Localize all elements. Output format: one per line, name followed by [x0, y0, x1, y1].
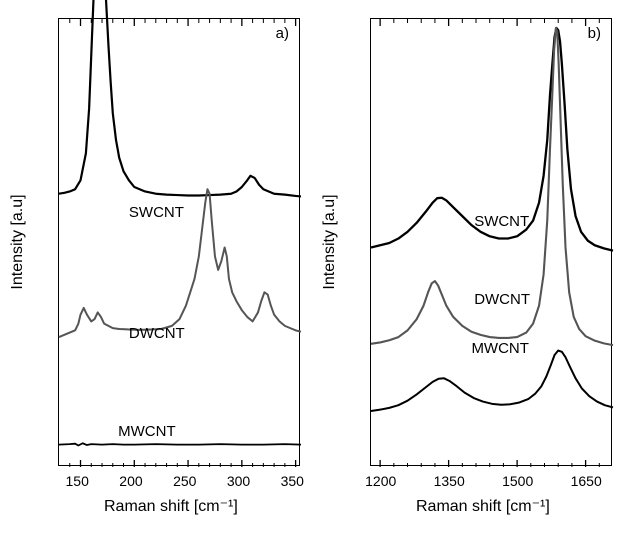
figure: a) 150 200 250 300 350 SWCNT DWCNT MWCNT Intens… [0, 0, 623, 547]
x-tick-label: 200 [119, 473, 142, 489]
y-axis-label-a: Intensity [a.u] [9, 194, 27, 289]
x-axis-label-a: Raman shift [cm⁻¹] [104, 496, 238, 516]
y-axis-label-b: Intensity [a.u] [321, 194, 339, 289]
panel-b: b) 1200 1350 1500 1650 SWCNT DWCNT MWCNT Inten… [312, 0, 623, 547]
panel-label-b: b) [588, 25, 601, 42]
panel-a: a) 150 200 250 300 350 SWCNT DWCNT MWCNT Intens… [0, 0, 312, 547]
plot-area-b: b) 1200135015001650SWCNTDWCNTMWCNT [370, 18, 612, 466]
series-label: DWCNT [474, 291, 530, 308]
x-tick-label: 250 [173, 473, 196, 489]
plot-area-a: a) 150200250300350SWCNTDWCNTMWCNT [58, 18, 300, 466]
x-tick-label: 350 [281, 473, 304, 489]
x-tick-label: 1200 [365, 473, 396, 489]
x-tick-label: 1650 [571, 473, 602, 489]
series-label: SWCNT [474, 213, 529, 230]
x-axis-label-b: Raman shift [cm⁻¹] [416, 496, 550, 516]
x-tick-label: 150 [66, 473, 89, 489]
x-tick-label: 1500 [502, 473, 533, 489]
series-label: SWCNT [129, 204, 184, 221]
plot-svg-b [371, 19, 613, 467]
panel-label-a: a) [276, 25, 289, 42]
x-tick-label: 300 [227, 473, 250, 489]
x-tick-label: 1350 [434, 473, 465, 489]
series-label: DWCNT [129, 325, 185, 342]
plot-svg-a [59, 19, 301, 467]
series-label: MWCNT [118, 423, 175, 440]
series-label: MWCNT [471, 340, 528, 357]
series-mwcnt [59, 443, 301, 445]
series-mwcnt [371, 351, 613, 411]
series-swcnt [59, 0, 301, 196]
